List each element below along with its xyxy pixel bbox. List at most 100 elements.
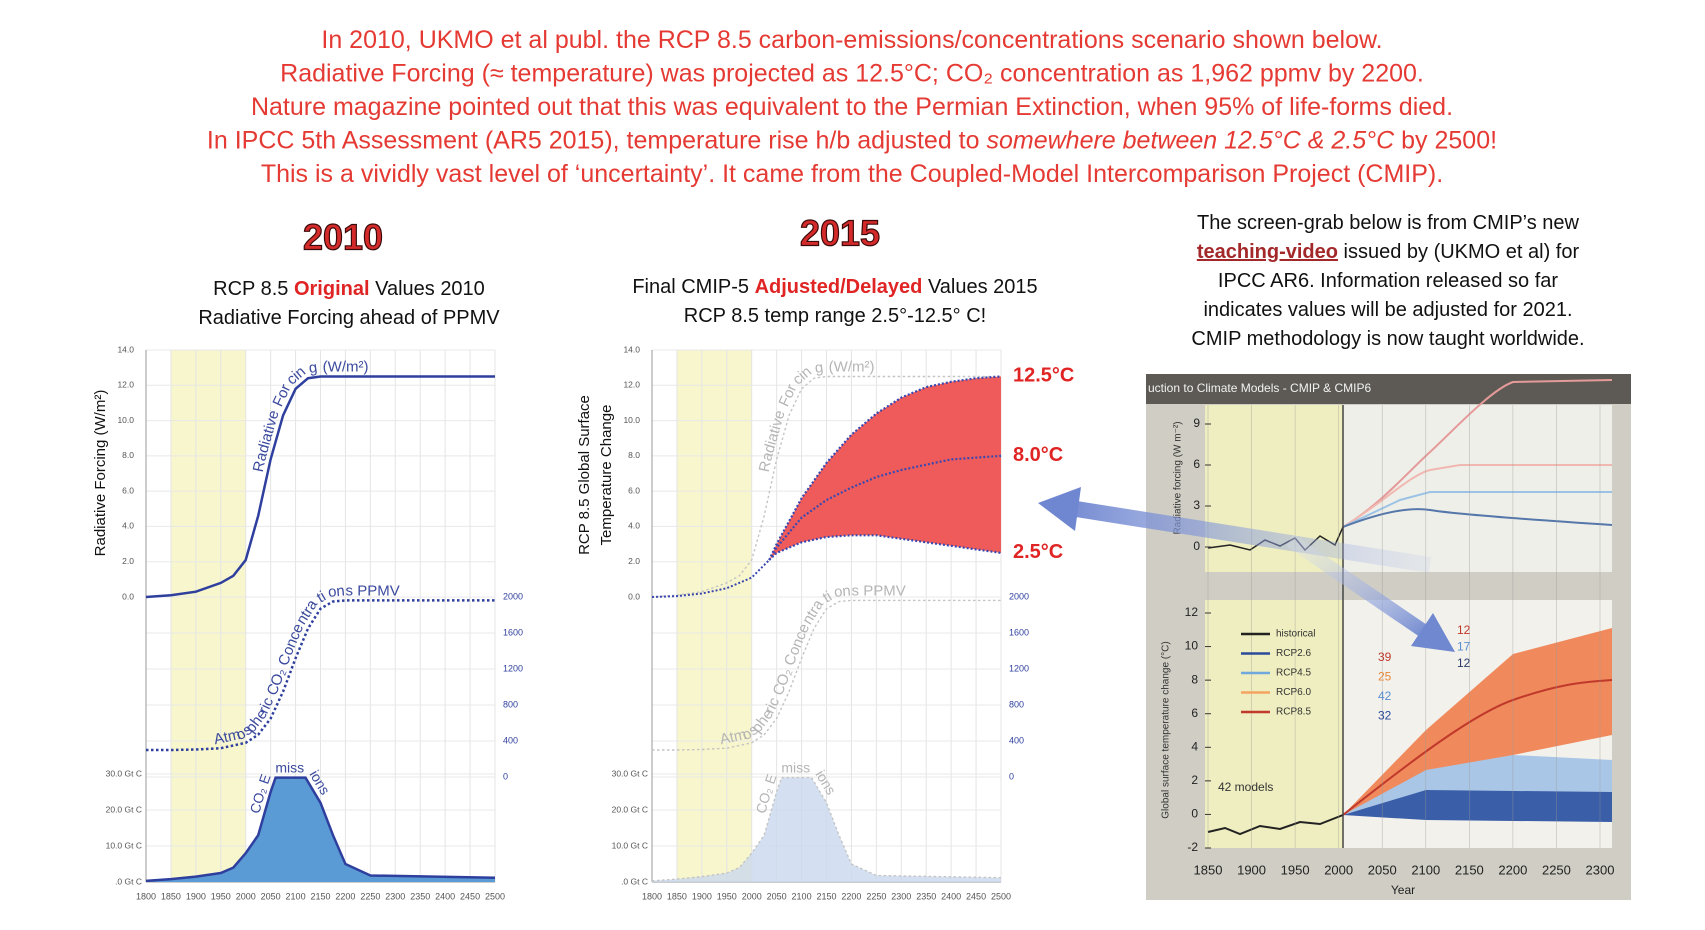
y2-tick-label: 0: [1009, 771, 1014, 781]
header-line-part: This is a vividly vast level of ‘uncerta…: [261, 160, 1443, 188]
note-line: The screen-grab below is from CMIP’s new: [1197, 212, 1580, 234]
y-tick-label: .0 Gt C: [621, 876, 648, 886]
shot-y-tick-label: 4: [1191, 739, 1198, 753]
model-count: 12: [1457, 656, 1471, 670]
x-tick-label: 2400: [435, 891, 455, 901]
x-tick-label: 1950: [211, 891, 231, 901]
header-line-part: In IPCC 5th Assessment (AR5 2015), tempe…: [207, 126, 987, 154]
series-line: [651, 375, 1001, 598]
x-tick-label: 1950: [717, 891, 737, 901]
x-tick-label: 2500: [485, 891, 505, 901]
y-tick-label: 20.0 Gt C: [612, 804, 648, 814]
note-line-part: CMIP methodology is now taught worldwide…: [1191, 328, 1584, 350]
x-tick-label: 2150: [310, 891, 330, 901]
note-line-part: issued by (UKMO et al) for: [1338, 241, 1580, 263]
shot-y-label: Radiative forcing (W m⁻²): [1173, 421, 1184, 534]
range-line: [768, 454, 1002, 561]
header-line-part: Radiative Forcing (≈ temperature) was pr…: [280, 59, 1424, 87]
x-tick-label: 1850: [667, 891, 687, 901]
y-tick-label: 20.0 Gt C: [106, 804, 142, 814]
end-label: 8.0°C: [1013, 444, 1063, 466]
bottom-curve-historical: [1207, 814, 1344, 836]
legend-label: RCP6.0: [1276, 687, 1311, 698]
y-tick-label: 0.0: [122, 591, 134, 601]
note-line: indicates values will be adjusted for 20…: [1203, 299, 1572, 321]
header-line: In 2010, UKMO et al publ. the RCP 8.5 ca…: [321, 26, 1382, 54]
top-curve-rcp60: [1342, 464, 1612, 528]
shot-y-tick-label: -2: [1187, 840, 1198, 854]
panel-subtitle: Radiative Forcing ahead of PPMV: [198, 307, 500, 329]
model-count: 32: [1378, 709, 1392, 723]
x-tick-label: 2150: [816, 891, 836, 901]
bottom-curve-rcp85: [1342, 679, 1613, 816]
panel-heading: 2010: [303, 217, 383, 258]
note-line-part: teaching-video: [1197, 241, 1338, 263]
top-curve-rcp85: [1342, 379, 1613, 528]
y-tick-label: 4.0: [122, 521, 134, 531]
y-tick-label: 14.0: [117, 344, 134, 354]
y-axis-label: Temperature Change: [598, 405, 615, 546]
y2-tick-label: 1200: [503, 663, 523, 673]
panel-heading: 2015: [800, 213, 880, 254]
y-tick-label: 2.0: [628, 556, 640, 566]
x-tick-label: 1900: [186, 891, 206, 901]
panel-subtitle-part: Values 2010: [370, 278, 485, 300]
header-line: This is a vividly vast level of ‘uncerta…: [261, 160, 1443, 188]
note-line-part: indicates values will be adjusted for 20…: [1203, 299, 1572, 321]
shot-x-tick-label: 2150: [1455, 862, 1484, 877]
end-label: 2.5°C: [1013, 541, 1063, 563]
shot-x-tick-label: 1850: [1194, 862, 1223, 877]
header-line-part: In 2010, UKMO et al publ. the RCP 8.5 ca…: [321, 26, 1382, 54]
x-tick-label: 2050: [261, 891, 281, 901]
note-line: CMIP methodology is now taught worldwide…: [1191, 328, 1584, 350]
y2-tick-label: 800: [503, 699, 518, 709]
x-tick-label: 2100: [286, 891, 306, 901]
panel-subtitle-part: RCP 8.5 temp range 2.5°-12.5° C!: [684, 305, 986, 327]
y-axis-label: Radiative Forcing (W/m²): [92, 390, 109, 557]
shot-y-tick-label: 10: [1185, 639, 1199, 653]
bottom-plot-historical: [1205, 600, 1343, 848]
header-line: Radiative Forcing (≈ temperature) was pr…: [280, 59, 1424, 87]
panel-subtitle-part: RCP 8.5: [213, 278, 294, 300]
shot-y-tick-label: 8: [1191, 672, 1198, 686]
y2-tick-label: 400: [1009, 735, 1024, 745]
y-tick-label: 30.0 Gt C: [612, 768, 648, 778]
shaded-period: [676, 350, 752, 882]
screen-grab: uction to Climate Models - CMIP & CMIP6 1…: [1146, 374, 1631, 900]
range-band: [769, 376, 1001, 560]
arrow-shaft: [1286, 534, 1429, 638]
y-tick-label: 10.0 Gt C: [106, 840, 142, 850]
range-line: [768, 534, 1002, 561]
legend-label: RCP4.5: [1276, 668, 1311, 679]
x-tick-label: 2450: [460, 891, 480, 901]
panel-subtitle-part: Original: [294, 278, 370, 300]
y-tick-label: .0 Gt C: [115, 876, 142, 886]
bottom-fan-rcp85: [1343, 628, 1612, 815]
shot-y-tick-label: 3: [1193, 498, 1200, 512]
y2-tick-label: 400: [503, 735, 518, 745]
shot-y-tick-label: 2: [1191, 773, 1198, 787]
models-note: 42 models: [1218, 780, 1273, 794]
panel-subtitle-part: Radiative Forcing ahead of PPMV: [198, 307, 500, 329]
x-tick-label: 2250: [360, 891, 380, 901]
panel-subtitle-part: Values 2015: [922, 276, 1037, 298]
y2-tick-label: 1600: [1009, 627, 1029, 637]
shot-x-tick-label: 2200: [1498, 862, 1527, 877]
y-tick-label: 12.0: [623, 380, 640, 390]
header-line: Nature magazine pointed out that this wa…: [251, 93, 1453, 121]
note-line: teaching-video issued by (UKMO et al) fo…: [1197, 241, 1580, 263]
x-tick-label: 2000: [236, 891, 256, 901]
x-tick-label: 1850: [161, 891, 181, 901]
y2-tick-label: 2000: [503, 591, 523, 601]
model-count: 42: [1378, 689, 1392, 703]
x-tick-label: 2450: [966, 891, 986, 901]
series-line: [145, 375, 495, 599]
arrows: [1038, 487, 1455, 652]
top-curve-rcp45: [1342, 491, 1612, 528]
y2-tick-label: 1200: [1009, 663, 1029, 673]
shaded-period: [170, 350, 246, 882]
y2-tick-label: 0: [503, 771, 508, 781]
y-tick-label: 14.0: [623, 344, 640, 354]
panel-subtitle: Final CMIP-5 Adjusted/Delayed Values 201…: [632, 276, 1037, 298]
arrow-head: [1038, 487, 1081, 531]
